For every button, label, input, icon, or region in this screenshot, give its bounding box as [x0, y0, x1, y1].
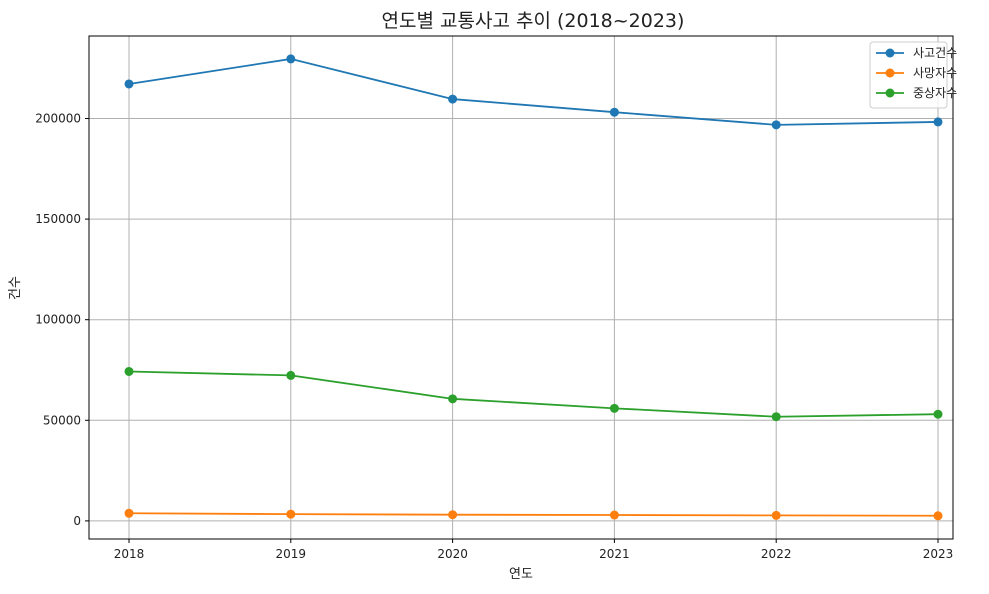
- data-point: [124, 508, 134, 518]
- data-point: [771, 510, 781, 520]
- y-tick-label: 200000: [35, 111, 81, 125]
- data-point: [609, 403, 619, 413]
- data-point: [124, 366, 134, 376]
- y-tick-label: 50000: [43, 413, 81, 427]
- data-point: [448, 94, 458, 104]
- series-line: [128, 512, 939, 517]
- data-point: [124, 79, 134, 89]
- x-axis-label: 연도: [509, 567, 533, 582]
- data-point: [448, 510, 458, 520]
- y-tick-label: 150000: [35, 212, 81, 226]
- legend-label: 사망자수: [913, 66, 957, 80]
- y-tick-label: 100000: [35, 313, 81, 327]
- data-point: [933, 511, 943, 521]
- x-tick-label: 2022: [761, 547, 792, 561]
- plot-frame: [88, 35, 954, 540]
- data-point: [933, 117, 943, 127]
- data-point: [286, 509, 296, 519]
- legend-swatch-marker: [885, 48, 895, 58]
- legend-swatch-marker: [885, 88, 895, 98]
- data-point: [609, 107, 619, 117]
- data-point: [609, 510, 619, 520]
- data-point: [286, 54, 296, 64]
- series-line: [128, 370, 939, 418]
- series-layer: [124, 54, 943, 521]
- x-tick-label: 2019: [276, 547, 307, 561]
- x-tick-label: 2023: [923, 547, 954, 561]
- data-point: [286, 370, 296, 380]
- data-point: [771, 412, 781, 422]
- legend-label: 사고건수: [913, 46, 957, 60]
- data-point: [448, 394, 458, 404]
- chart-title: 연도별 교통사고 추이 (2018~2023): [382, 10, 685, 32]
- data-point: [771, 120, 781, 130]
- x-tick-label: 2018: [114, 547, 145, 561]
- series-line: [128, 58, 939, 126]
- data-point: [933, 409, 943, 419]
- x-axis-ticks: 2018 2019 2020 2021 2022 2023: [114, 539, 954, 561]
- legend-swatch-marker: [885, 68, 895, 78]
- x-tick-label: 2020: [437, 547, 468, 561]
- legend-label: 중상자수: [913, 86, 957, 100]
- y-axis-label: 건수: [8, 276, 23, 300]
- x-tick-label: 2021: [599, 547, 630, 561]
- y-axis-ticks: 0 50000 100000 150000 200000: [35, 111, 89, 528]
- y-tick-label: 0: [73, 514, 81, 528]
